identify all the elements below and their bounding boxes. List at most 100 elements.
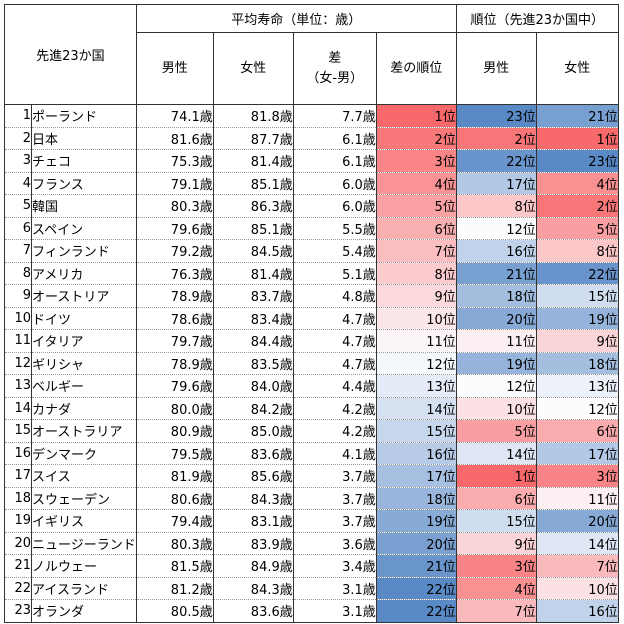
female-rank: 18位: [535, 352, 619, 375]
header-group-ranking: 順位（先進23か国中）: [455, 4, 619, 33]
row-number: 13: [4, 374, 32, 398]
difference-rank: 16位: [375, 442, 457, 465]
country-name: ギリシャ: [31, 352, 137, 375]
difference-value: 6.1歳: [292, 149, 377, 173]
header-female: 女性: [212, 32, 294, 105]
row-number: 6: [4, 217, 32, 240]
male-rank: 7位: [455, 599, 537, 623]
female-life-expectancy: 81.4歳: [212, 149, 294, 173]
male-life-expectancy: 80.3歳: [135, 194, 214, 218]
male-life-expectancy: 78.9歳: [135, 352, 214, 375]
difference-rank: 14位: [375, 397, 457, 420]
table-row: 4 フランス 79.1歳 85.1歳 6.0歳 4位 17位 4位: [4, 172, 619, 195]
female-life-expectancy: 83.7歳: [212, 284, 294, 308]
table-row: 10 ドイツ 78.6歳 83.4歳 4.7歳 10位 20位 19位: [4, 307, 619, 330]
difference-value: 3.1歳: [292, 577, 377, 600]
difference-rank: 10位: [375, 307, 457, 330]
male-rank: 23位: [455, 104, 537, 128]
country-name: スペイン: [31, 217, 137, 240]
difference-rank: 5位: [375, 194, 457, 218]
difference-rank: 20位: [375, 532, 457, 555]
female-rank: 9位: [535, 329, 619, 353]
header-difference: 差 （女-男）: [292, 32, 377, 105]
male-life-expectancy: 74.1歳: [135, 104, 214, 128]
male-life-expectancy: 79.6歳: [135, 217, 214, 240]
female-rank: 5位: [535, 217, 619, 240]
female-life-expectancy: 87.7歳: [212, 127, 294, 150]
female-rank: 21位: [535, 104, 619, 128]
country-name: オーストラリア: [31, 419, 137, 443]
table-row: 5 韓国 80.3歳 86.3歳 6.0歳 5位 8位 2位: [4, 194, 619, 218]
female-life-expectancy: 84.3歳: [212, 487, 294, 510]
male-rank: 21位: [455, 262, 537, 285]
country-name: イギリス: [31, 509, 137, 533]
female-rank: 20位: [535, 509, 619, 533]
female-rank: 1位: [535, 127, 619, 150]
difference-value: 6.1歳: [292, 127, 377, 150]
header-rank-male: 男性: [455, 32, 537, 105]
country-name: デンマーク: [31, 442, 137, 465]
table-body: 1 ポーランド 74.1歳 81.8歳 7.7歳 1位 23位 21位 2 日本 81.6歳 87.7…: [4, 104, 619, 623]
female-life-expectancy: 84.0歳: [212, 374, 294, 398]
female-life-expectancy: 86.3歳: [212, 194, 294, 218]
female-rank: 15位: [535, 284, 619, 308]
difference-value: 5.1歳: [292, 262, 377, 285]
difference-rank: 4位: [375, 172, 457, 195]
table-row: 8 アメリカ 76.3歳 81.4歳 5.1歳 8位 21位 22位: [4, 262, 619, 285]
difference-value: 3.7歳: [292, 509, 377, 533]
country-name: イタリア: [31, 329, 137, 353]
table-row: 11 イタリア 79.7歳 84.4歳 4.7歳 11位 11位 9位: [4, 329, 619, 353]
row-number: 9: [4, 284, 32, 308]
difference-value: 4.2歳: [292, 397, 377, 420]
difference-rank: 22位: [375, 577, 457, 600]
male-rank: 18位: [455, 284, 537, 308]
difference-rank: 19位: [375, 509, 457, 533]
female-life-expectancy: 83.6歳: [212, 599, 294, 623]
male-rank: 20位: [455, 307, 537, 330]
female-rank: 2位: [535, 194, 619, 218]
header-difference-line1: 差: [328, 50, 342, 66]
male-life-expectancy: 78.9歳: [135, 284, 214, 308]
header-difference-rank: 差の順位: [375, 32, 457, 105]
female-life-expectancy: 85.1歳: [212, 172, 294, 195]
female-life-expectancy: 84.5歳: [212, 239, 294, 263]
row-number: 7: [4, 239, 32, 263]
female-rank: 12位: [535, 397, 619, 420]
difference-value: 6.0歳: [292, 172, 377, 195]
country-name: カナダ: [31, 397, 137, 420]
female-rank: 23位: [535, 149, 619, 173]
male-rank: 2位: [455, 127, 537, 150]
male-rank: 10位: [455, 397, 537, 420]
male-life-expectancy: 80.3歳: [135, 532, 214, 555]
male-life-expectancy: 79.2歳: [135, 239, 214, 263]
female-life-expectancy: 81.8歳: [212, 104, 294, 128]
female-life-expectancy: 85.0歳: [212, 419, 294, 443]
difference-rank: 2位: [375, 127, 457, 150]
female-life-expectancy: 84.4歳: [212, 329, 294, 353]
country-name: ドイツ: [31, 307, 137, 330]
difference-value: 3.7歳: [292, 464, 377, 488]
difference-value: 3.6歳: [292, 532, 377, 555]
female-rank: 3位: [535, 464, 619, 488]
table-row: 14 カナダ 80.0歳 84.2歳 4.2歳 14位 10位 12位: [4, 397, 619, 420]
male-life-expectancy: 80.0歳: [135, 397, 214, 420]
female-rank: 13位: [535, 374, 619, 398]
difference-rank: 18位: [375, 487, 457, 510]
male-rank: 12位: [455, 374, 537, 398]
difference-rank: 3位: [375, 149, 457, 173]
female-life-expectancy: 83.1歳: [212, 509, 294, 533]
country-name: 日本: [31, 127, 137, 150]
female-life-expectancy: 84.2歳: [212, 397, 294, 420]
difference-rank: 22位: [375, 599, 457, 623]
row-number: 15: [4, 419, 32, 443]
difference-value: 4.7歳: [292, 352, 377, 375]
country-name: ポーランド: [31, 104, 137, 128]
difference-value: 4.7歳: [292, 329, 377, 353]
female-rank: 6位: [535, 419, 619, 443]
country-name: スイス: [31, 464, 137, 488]
table-row: 15 オーストラリア 80.9歳 85.0歳 4.2歳 15位 5位 6位: [4, 419, 619, 443]
difference-value: 5.4歳: [292, 239, 377, 263]
country-name: チェコ: [31, 149, 137, 173]
row-number: 2: [4, 127, 32, 150]
row-number: 23: [4, 599, 32, 623]
